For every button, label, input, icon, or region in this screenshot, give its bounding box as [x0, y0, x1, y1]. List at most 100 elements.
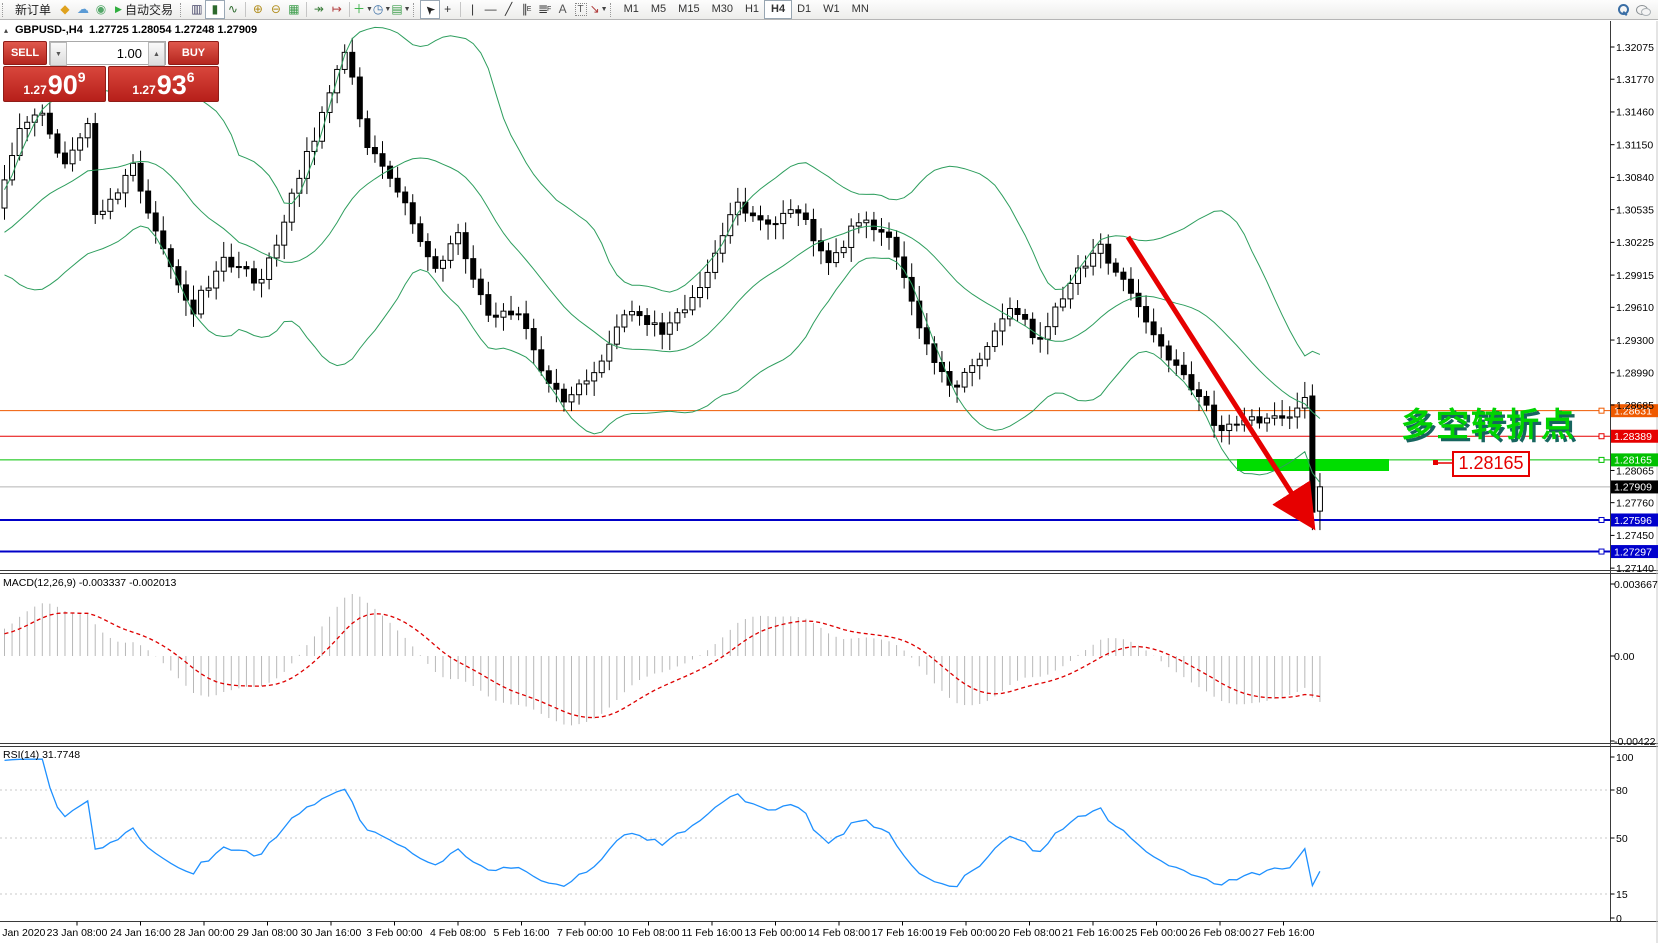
line-anchor[interactable]: [1598, 548, 1605, 555]
price-axis-tick: 1.29610: [1616, 302, 1654, 314]
zoom-out-icon[interactable]: ⊖: [270, 2, 281, 16]
rsi-axis-tick: 100: [1616, 752, 1634, 764]
price-tag: [1611, 453, 1658, 467]
vertical-line-icon[interactable]: |: [471, 2, 475, 16]
gold-bars-icon[interactable]: ◆: [60, 2, 70, 16]
auto-scroll-icon[interactable]: ↠: [313, 2, 324, 16]
price-tag: [1611, 513, 1658, 527]
line-anchor[interactable]: [1598, 456, 1605, 463]
macd-axis-tick: -0.00422: [1614, 736, 1656, 748]
crosshair-icon[interactable]: +: [444, 2, 452, 16]
toolbar-grip[interactable]: [412, 2, 417, 17]
candlestick-chart-icon[interactable]: ▮: [204, 0, 225, 19]
volume-input[interactable]: [67, 42, 148, 64]
trend-arrow[interactable]: [1125, 235, 1316, 531]
time-axis-label: 23 Jan 08:00: [47, 927, 108, 939]
fibonacci-icon[interactable]: ≣ F: [537, 2, 552, 16]
time-axis-label: 21 Feb 16:00: [1062, 927, 1124, 939]
rsi-pane: [0, 758, 1611, 895]
timeframe-m1[interactable]: M1: [623, 3, 639, 15]
tile-windows-icon[interactable]: ▦: [288, 2, 300, 16]
zoom-in-icon[interactable]: ⊕: [252, 2, 263, 16]
add-indicator-icon[interactable]: ＋ ▼: [352, 2, 373, 16]
timeframe-d1[interactable]: D1: [797, 3, 812, 15]
templates-icon[interactable]: ▤ ▼: [391, 2, 411, 16]
price-tag-value: 1.27596: [1614, 515, 1652, 527]
auto-trading-button-label: 自动交易: [124, 3, 173, 17]
timeframe-m5[interactable]: M5: [650, 3, 667, 15]
line-anchor[interactable]: [1598, 516, 1605, 523]
price-axis-tick: 1.32075: [1616, 42, 1654, 54]
auto-trading-button[interactable]: ▶ 自动交易: [110, 1, 178, 18]
macd-indicator-label: MACD(12,26,9) -0.003337 -0.002013: [3, 577, 177, 589]
volume-decrease-button[interactable]: ▼: [50, 42, 67, 66]
time-axis-label: 25 Feb 00:00: [1126, 927, 1188, 939]
sell-price-button[interactable]: 1.27 90 9: [3, 66, 106, 102]
timeframe-m30[interactable]: M30: [711, 3, 733, 15]
price-axis-tick: 1.27140: [1616, 563, 1654, 575]
buy-price-base: 1.27: [132, 83, 156, 97]
sell-button[interactable]: SELL: [3, 41, 47, 65]
macd-axis-tick: 0.00: [1614, 651, 1635, 663]
toolbar-grip[interactable]: [2, 2, 6, 17]
line-anchor[interactable]: [1598, 433, 1605, 440]
text-label-icon[interactable]: T: [572, 1, 590, 18]
price-axis-tick: 1.28065: [1616, 465, 1654, 477]
horizontal-level-lines[interactable]: [0, 407, 1611, 555]
price-tag: [1611, 480, 1658, 494]
price-axis-tick: 1.29915: [1616, 270, 1654, 282]
horizontal-line-icon[interactable]: —: [484, 2, 497, 16]
price-tag-value: 1.28165: [1614, 455, 1652, 467]
line-anchor[interactable]: [1598, 407, 1605, 414]
toolbar-grip[interactable]: [179, 2, 184, 17]
top-toolbar: 新订单 ◆ ☁ ◉ ▶ 自动交易 ▥ ▮ ∿ ⊕ ⊖ ▦ ↠ ↦ ＋ ▼ ◷ ▼ ▤ ▼ ➤ + | — ╱ ∥ E ≣ F A T ↘ ▼ M1…: [0, 0, 1658, 20]
time-axis-label: 13 Feb 00:00: [745, 927, 807, 939]
timeframe-h4[interactable]: H4: [764, 0, 793, 19]
cloud-publish-icon[interactable]: ☁: [77, 2, 90, 16]
line-chart-icon[interactable]: ∿: [227, 2, 238, 16]
timeframe-h1[interactable]: H1: [744, 3, 760, 15]
equidistant-channel-icon[interactable]: ∥ E: [521, 2, 532, 16]
level-price-label[interactable]: 1.28165: [1452, 451, 1530, 477]
arrows-icon[interactable]: ↘ ▼: [589, 2, 608, 16]
price-axis[interactable]: 1.28631 1.28389 1.28165 1.27909 1.27596 1.272…: [1610, 42, 1658, 925]
timeframe-w1[interactable]: W1: [823, 3, 840, 15]
cursor-icon[interactable]: ➤: [419, 0, 440, 19]
new-order-button[interactable]: 新订单: [10, 1, 56, 18]
time-axis-label: 30 Jan 16:00: [301, 927, 362, 939]
chart-shift-icon[interactable]: ↦: [331, 2, 342, 16]
price-axis-tick: 1.31150: [1616, 139, 1653, 151]
volume-increase-button[interactable]: ▲: [148, 42, 165, 66]
time-axis-label: 27 Feb 16:00: [1253, 927, 1315, 939]
sell-price-point: 9: [77, 69, 86, 85]
rsi-axis-tick: 0: [1616, 913, 1622, 925]
bar-chart-icon[interactable]: ▥: [191, 2, 203, 16]
chat-icon[interactable]: [1632, 1, 1652, 18]
signal-icon[interactable]: ◉: [95, 2, 107, 16]
buy-button[interactable]: BUY: [168, 41, 219, 65]
timeframe-mn[interactable]: MN: [851, 3, 869, 15]
toolbar-separator: [244, 2, 246, 17]
text-icon[interactable]: A: [558, 2, 567, 16]
rsi-indicator-label: RSI(14) 31.7748: [3, 749, 81, 761]
rsi-axis-tick: 80: [1616, 785, 1628, 797]
price-tag-value: 1.28389: [1614, 431, 1652, 443]
time-axis-label: 26 Feb 08:00: [1189, 927, 1251, 939]
toolbar-grip[interactable]: [609, 2, 614, 17]
time-axis-label: 7 Feb 00:00: [557, 927, 613, 939]
turning-point-annotation[interactable]: 多空转折点: [1401, 406, 1576, 443]
toolbar-separator: [348, 2, 350, 17]
price-tag: [1611, 545, 1658, 559]
new-order-button-label: 新订单: [15, 3, 52, 17]
buy-price-button[interactable]: 1.27 93 6: [108, 66, 219, 102]
macd-axis-tick: 0.003667: [1614, 579, 1658, 591]
bollinger-bands: [4, 26, 1321, 483]
periods-icon[interactable]: ◷ ▼: [372, 2, 392, 16]
search-icon[interactable]: [1614, 1, 1632, 18]
trendline-icon[interactable]: ╱: [504, 2, 513, 16]
toolbar-separator: [459, 2, 461, 17]
timeframe-m15[interactable]: M15: [678, 3, 700, 15]
